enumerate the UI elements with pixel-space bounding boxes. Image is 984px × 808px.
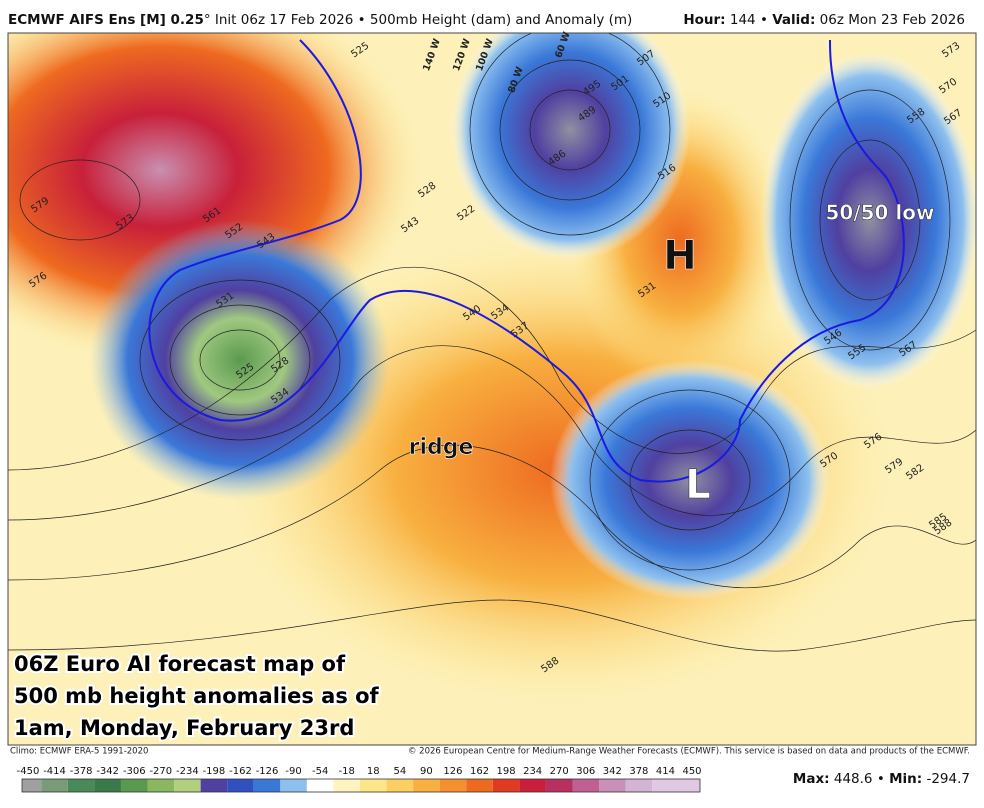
bullet: • bbox=[760, 12, 768, 28]
min-label: Min: bbox=[889, 771, 922, 787]
copyright: © 2026 European Centre for Medium-Range … bbox=[408, 747, 970, 757]
colorbar-label: -414 bbox=[43, 766, 66, 777]
reference-contour bbox=[148, 39, 905, 483]
colorbar-swatch bbox=[333, 779, 360, 792]
colorbar-swatch bbox=[439, 779, 467, 792]
colorbar-swatch bbox=[22, 779, 42, 792]
colorbar-label: 342 bbox=[603, 766, 622, 777]
map-label: H bbox=[663, 233, 696, 279]
negative-anomaly bbox=[90, 220, 390, 500]
colorbar-label: -306 bbox=[123, 766, 146, 777]
colorbar-label: 234 bbox=[523, 766, 542, 777]
colorbar-swatch bbox=[280, 779, 307, 792]
colorbar-label: -450 bbox=[17, 766, 40, 777]
valid-info: Hour: 144 • Valid: 06z Mon 23 Feb 2026 bbox=[683, 12, 965, 28]
title: ECMWF AIFS Ens [M] 0.25° Init 06z 17 Feb… bbox=[8, 12, 632, 28]
colorbar-label: 18 bbox=[367, 766, 380, 777]
colorbar-swatch bbox=[227, 779, 254, 792]
colorbar-swatch bbox=[174, 779, 201, 792]
product: 500mb Height (dam) and Anomaly (m) bbox=[370, 12, 632, 28]
hour-label: Hour: bbox=[683, 12, 725, 28]
valid-label: Valid: bbox=[772, 12, 815, 28]
colorbar-label: 162 bbox=[470, 766, 489, 777]
negative-anomaly bbox=[450, 33, 690, 260]
max: 448.6 bbox=[834, 771, 873, 787]
negative-anomaly bbox=[760, 50, 976, 390]
colorbar-frame bbox=[21, 778, 701, 793]
colorbar-label: 90 bbox=[420, 766, 433, 777]
colorbar-label: -162 bbox=[229, 766, 252, 777]
max-label: Max: bbox=[793, 771, 830, 787]
colorbar-label: 414 bbox=[656, 766, 675, 777]
max-min: Max: 448.6 • Min: -294.7 bbox=[793, 771, 970, 787]
colorbar-label: 270 bbox=[550, 766, 569, 777]
colorbar-swatch bbox=[599, 779, 626, 792]
colorbar-label: -342 bbox=[96, 766, 119, 777]
colorbar-label: -90 bbox=[285, 766, 301, 777]
colorbar-swatch bbox=[306, 779, 334, 792]
colorbar-swatch bbox=[492, 779, 520, 792]
colorbar-swatch bbox=[466, 779, 493, 792]
colorbar-swatch bbox=[94, 779, 121, 792]
caption-line: 06Z Euro AI forecast map of bbox=[14, 652, 346, 676]
colorbar-swatch bbox=[360, 779, 387, 792]
degree: ° bbox=[204, 12, 211, 28]
separator: • bbox=[877, 771, 885, 787]
colorbar-swatch bbox=[67, 779, 95, 792]
bullet: • bbox=[358, 12, 366, 28]
colorbar-swatch bbox=[41, 779, 68, 792]
colorbar-swatch bbox=[147, 779, 175, 792]
colorbar-swatch bbox=[545, 779, 573, 792]
colorbar-label: 450 bbox=[682, 766, 701, 777]
map-label: L bbox=[685, 462, 711, 508]
colorbar-swatch bbox=[519, 779, 546, 792]
hour: 144 bbox=[730, 12, 756, 28]
colorbar-label: -270 bbox=[149, 766, 172, 777]
colorbar-label: -126 bbox=[256, 766, 279, 777]
colorbar-swatch bbox=[253, 779, 281, 792]
init: Init 06z 17 Feb 2026 bbox=[215, 12, 353, 28]
contours bbox=[8, 33, 976, 652]
colorbar-swatch bbox=[572, 779, 600, 792]
colorbar-swatch bbox=[200, 779, 228, 792]
colorbar-label: 378 bbox=[629, 766, 648, 777]
map-label: 50/50 low bbox=[825, 201, 934, 225]
colorbar-label: 126 bbox=[443, 766, 462, 777]
caption-line: 500 mb height anomalies as of bbox=[14, 684, 380, 708]
map bbox=[8, 33, 976, 745]
colorbar-label: 54 bbox=[393, 766, 406, 777]
map-frame bbox=[7, 32, 977, 746]
colorbar-swatch bbox=[625, 779, 653, 792]
colorbar-label: -234 bbox=[176, 766, 199, 777]
colorbar-swatch bbox=[120, 779, 148, 792]
climo: Climo: ECMWF ERA-5 1991-2020 bbox=[10, 747, 148, 757]
colorbar-label: -18 bbox=[339, 766, 355, 777]
colorbar-label: -198 bbox=[203, 766, 226, 777]
map-label: ridge bbox=[409, 435, 474, 460]
colorbar-label: -54 bbox=[312, 766, 328, 777]
colorbar-label: -378 bbox=[70, 766, 93, 777]
model: ECMWF AIFS Ens [M] 0.25 bbox=[8, 12, 204, 28]
colorbar-swatch bbox=[413, 779, 440, 792]
valid: 06z Mon 23 Feb 2026 bbox=[820, 12, 965, 28]
colorbar-label: 306 bbox=[576, 766, 595, 777]
colorbar-label: 198 bbox=[497, 766, 516, 777]
caption-line: 1am, Monday, February 23rd bbox=[14, 716, 354, 740]
colorbar-swatch bbox=[652, 779, 700, 792]
colorbar-swatch bbox=[386, 779, 414, 792]
min: -294.7 bbox=[926, 771, 970, 787]
